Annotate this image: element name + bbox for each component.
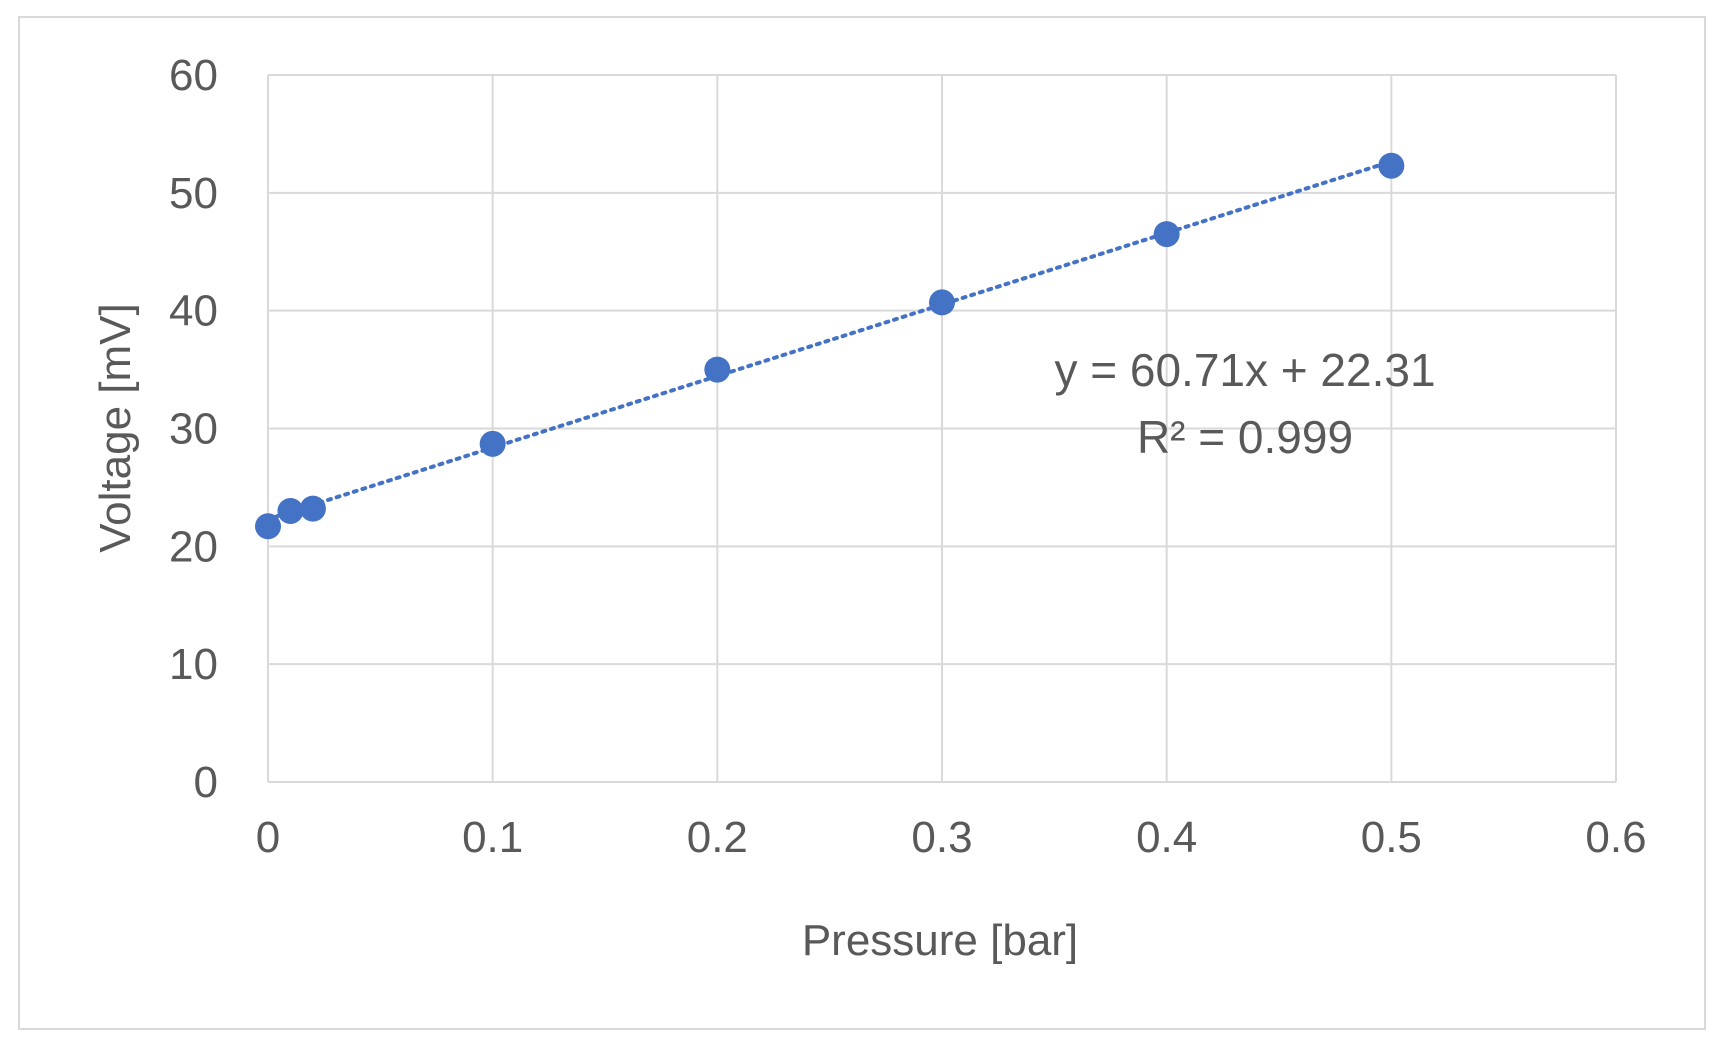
data-point <box>479 430 506 457</box>
data-point <box>1378 152 1405 179</box>
data-point <box>704 356 731 383</box>
data-point <box>277 497 304 524</box>
chart-frame <box>18 16 1706 1030</box>
grid <box>267 74 1617 783</box>
y-tick-label: 30 <box>169 405 218 454</box>
y-tick-label: 10 <box>169 640 218 689</box>
data-point <box>299 495 326 522</box>
trendline <box>266 159 1394 522</box>
y-tick-label: 50 <box>169 169 218 218</box>
x-tick-label: 0.5 <box>1361 813 1422 862</box>
x-tick-labels: 0 0.1 0.2 0.3 0.4 0.5 0.6 <box>256 813 1647 862</box>
data-points <box>255 152 1405 540</box>
data-point <box>1153 221 1180 248</box>
trendline-layer <box>266 159 1394 522</box>
x-tick-label: 0.4 <box>1136 813 1197 862</box>
trendline-equation: y = 60.71x + 22.31 <box>1054 344 1435 396</box>
x-tick-label: 0.2 <box>687 813 748 862</box>
y-tick-labels: 0 10 20 30 40 50 60 <box>169 51 218 807</box>
x-tick-label: 0.1 <box>462 813 523 862</box>
x-tick-label: 0.6 <box>1585 813 1646 862</box>
x-tick-label: 0.3 <box>911 813 972 862</box>
y-tick-label: 20 <box>169 522 218 571</box>
trendline-r-squared: R² = 0.999 <box>1137 411 1353 463</box>
y-axis-title: Voltage [mV] <box>91 303 140 552</box>
x-axis-title: Pressure [bar] <box>802 916 1078 965</box>
y-tick-label: 40 <box>169 287 218 336</box>
data-point <box>255 513 281 540</box>
x-tick-label: 0 <box>256 813 280 862</box>
y-tick-label: 60 <box>169 51 218 100</box>
y-tick-label: 0 <box>194 758 218 807</box>
data-point <box>929 289 955 316</box>
